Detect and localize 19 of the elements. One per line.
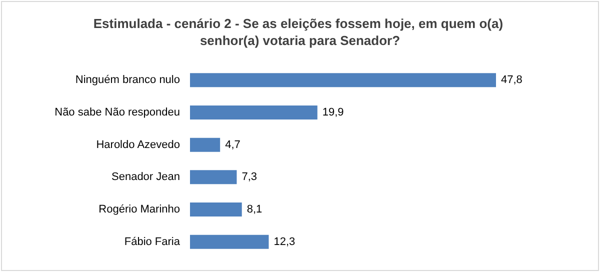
y-tick-label: Rogério Marinho: [98, 204, 180, 216]
y-tick-label: Fábio Faria: [124, 236, 181, 248]
data-label: 47,8: [501, 74, 522, 86]
data-label: 19,9: [322, 106, 344, 118]
y-tick-label: Ninguém branco nulo: [75, 74, 180, 86]
bar: [190, 170, 237, 184]
y-tick-label: Não sabe Não respondeu: [54, 106, 180, 118]
bar: [190, 73, 496, 88]
data-label: 7,3: [242, 171, 258, 184]
data-label: 4,7: [225, 138, 240, 151]
bar: [190, 106, 318, 120]
y-tick-label: Haroldo Azevedo: [96, 138, 180, 151]
bar: [190, 202, 242, 216]
y-tick-label: Senador Jean: [112, 171, 180, 184]
data-label: 12,3: [274, 236, 296, 248]
data-label: 8,1: [246, 204, 262, 216]
bar: [190, 234, 269, 249]
bar: [190, 138, 220, 152]
chart-title: Estimulada - cenário 2 - Se as eleições fossem hoje, em quem o(a) senhor(a) votaria para Senador?: [93, 16, 507, 48]
